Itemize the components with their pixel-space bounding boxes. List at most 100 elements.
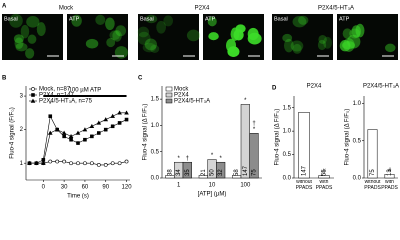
cell <box>342 28 353 39</box>
y-tick-label: 0.5 <box>353 138 362 144</box>
cell <box>114 46 128 59</box>
x-tick-label: without PPADS <box>295 180 313 191</box>
bar <box>298 112 310 179</box>
data-point <box>62 159 67 164</box>
cell <box>343 38 355 52</box>
figure: A Mock Basal ATP P2X4 Basal ATP P2X4/5-HT₃A Basa… <box>2 4 399 200</box>
cell <box>115 25 127 37</box>
annotation: † <box>186 156 189 162</box>
cell <box>317 39 327 51</box>
n-label: 35 <box>185 169 191 176</box>
category-label: with PPADS <box>315 180 333 191</box>
data-point <box>76 161 80 166</box>
annotation: * <box>49 102 52 108</box>
y-tick-label: 0.0 <box>283 176 292 182</box>
y-tick-label: 1 <box>20 161 24 167</box>
data-point <box>83 161 87 166</box>
data-point <box>48 159 53 164</box>
panel-letter: B <box>2 76 7 82</box>
micrograph <box>337 14 398 60</box>
cell <box>341 41 356 50</box>
y-tick-label: 1.0 <box>283 129 292 135</box>
bar <box>384 174 395 179</box>
legend-swatch <box>165 98 173 104</box>
x-tick-label: 60 <box>82 185 89 191</box>
cell <box>15 42 28 52</box>
data-point <box>34 160 39 165</box>
data-point <box>97 131 101 135</box>
cell <box>36 22 46 37</box>
category-label: without PPADS <box>364 180 381 191</box>
cell <box>25 48 35 59</box>
x-tick-label: with PPADS <box>315 180 333 191</box>
stimulus-label: 100 µM ATP <box>69 88 102 94</box>
y-tick-label: 0.5 <box>151 149 160 155</box>
data-point <box>41 160 46 165</box>
data-point <box>103 117 109 122</box>
data-point <box>75 130 81 135</box>
cell <box>282 33 293 43</box>
data-point <box>54 127 60 132</box>
bar <box>216 161 226 179</box>
data-point <box>83 137 87 142</box>
data-point <box>89 123 95 128</box>
y-tick-label: 1.0 <box>151 123 160 129</box>
n-label: 13 <box>387 169 393 176</box>
y-tick-label: 0.0 <box>151 176 160 182</box>
cell <box>112 30 122 42</box>
y-axis-label: Fluo-4 signal (F/F₀) <box>10 107 16 159</box>
image-label: ATP <box>339 16 350 22</box>
cell <box>137 31 151 45</box>
n-label: 50 <box>210 169 216 176</box>
cell <box>298 15 309 25</box>
data-point <box>117 161 122 166</box>
x-tick-label: 0 <box>42 185 46 191</box>
legend-marker <box>30 98 36 103</box>
cell <box>292 16 307 28</box>
legend-swatch <box>165 92 173 98</box>
y-axis-label: Fluo-4 signal (Δ F/F₀) <box>345 109 351 166</box>
y-tick-label: 0.0 <box>353 176 362 182</box>
y-axis-label: Fluo-4 signal (Δ F/F₀) <box>275 109 281 166</box>
data-point <box>27 160 32 165</box>
category-label: without PPADS <box>295 180 313 191</box>
data-point <box>110 161 115 166</box>
cell <box>227 46 240 58</box>
cell <box>156 20 167 34</box>
annotation: # <box>388 168 392 174</box>
n-label: 147 <box>302 165 308 176</box>
cell <box>145 14 158 24</box>
cell <box>71 14 82 27</box>
data-point <box>69 161 73 166</box>
cell <box>144 38 157 51</box>
data-point <box>69 137 73 142</box>
data-point <box>82 127 88 132</box>
n-label: 75 <box>252 169 258 176</box>
data-point <box>117 121 122 125</box>
n-label: 75 <box>370 169 376 176</box>
y-tick-label: 1.5 <box>151 97 160 103</box>
cell <box>14 37 24 49</box>
bar <box>182 161 192 179</box>
y-tick-label: 1.5 <box>283 105 292 111</box>
y-tick-label: 1.0 <box>353 101 362 107</box>
data-point <box>110 113 115 118</box>
cell <box>355 23 365 38</box>
n-label: 34 <box>176 169 182 176</box>
x-tick-label: 10 <box>209 183 216 189</box>
annotation: # <box>322 169 326 175</box>
data-point <box>89 161 94 166</box>
cell <box>137 26 150 38</box>
cell <box>186 29 201 42</box>
data-point <box>96 162 101 167</box>
group-title: P2X4 <box>195 6 210 12</box>
cell <box>106 37 116 48</box>
cell <box>109 30 121 41</box>
legend-label: P2X4, n=147 <box>39 93 75 99</box>
data-point <box>124 110 129 115</box>
data-point <box>103 127 108 132</box>
micrograph <box>67 14 128 60</box>
panel-letter: A <box>2 4 7 10</box>
x-tick-label: without PPADS <box>364 180 381 191</box>
data-point <box>55 159 60 164</box>
